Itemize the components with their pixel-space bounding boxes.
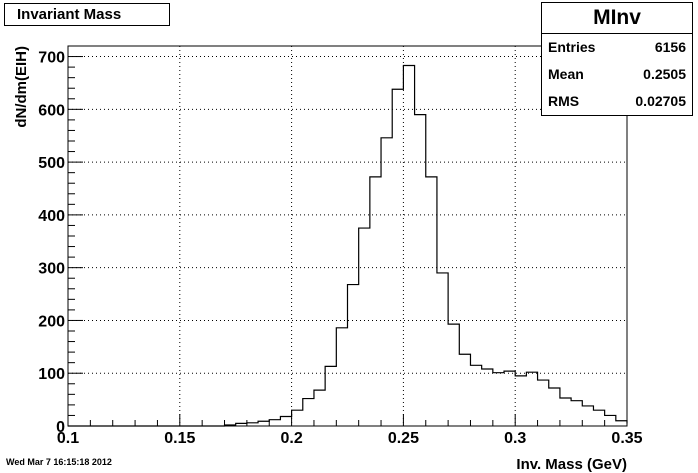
histogram-bin	[582, 406, 593, 426]
stats-row-rms: RMS 0.02705	[542, 88, 692, 115]
histogram-bin	[616, 421, 627, 426]
histogram-bin	[280, 417, 291, 427]
y-tick-label: 100	[38, 366, 65, 383]
histogram-bin	[426, 177, 437, 426]
histogram-bin	[493, 373, 504, 426]
stats-label: Entries	[548, 39, 596, 55]
stats-box: MInv Entries 6156 Mean 0.2505 RMS 0.0270…	[541, 2, 693, 116]
histogram-bin	[325, 366, 336, 426]
histogram-bin	[470, 365, 481, 426]
stats-value: 0.2505	[643, 66, 686, 82]
stats-row-mean: Mean 0.2505	[542, 61, 692, 88]
histogram-bin	[560, 398, 571, 426]
histogram-bin	[538, 380, 549, 426]
x-tick-label: 0.1	[57, 430, 79, 447]
histogram-bin	[247, 423, 258, 426]
y-axis-label: dN/dm(EIH)	[13, 46, 30, 128]
histogram-bin	[225, 425, 236, 426]
histogram-bin	[515, 376, 526, 426]
histogram-bin	[381, 138, 392, 426]
histogram-bin	[336, 328, 347, 426]
histogram-bin	[359, 228, 370, 426]
x-tick-label: 0.3	[504, 430, 526, 447]
histogram-bin	[403, 66, 414, 426]
histogram-bin	[459, 354, 470, 426]
timestamp: Wed Mar 7 16:15:18 2012	[6, 457, 112, 467]
histogram-bin	[370, 177, 381, 426]
stats-label: RMS	[548, 93, 580, 109]
histogram-bin	[392, 89, 403, 426]
histogram-bin	[549, 388, 560, 426]
histogram-bin	[504, 371, 515, 426]
x-tick-label: 0.35	[611, 430, 642, 447]
histogram-series	[68, 64, 628, 427]
histogram-bin	[448, 324, 459, 426]
y-tick-label: 400	[38, 208, 65, 225]
histogram-bin	[437, 273, 448, 426]
histogram-bin	[303, 399, 314, 426]
histogram-bin	[269, 420, 280, 426]
histogram-bin	[605, 415, 616, 426]
stats-title: MInv	[542, 3, 692, 34]
title-box: Invariant Mass	[4, 3, 170, 26]
y-tick-label: 600	[38, 102, 65, 119]
x-axis-label: Inv. Mass (GeV)	[516, 456, 627, 473]
stats-row-entries: Entries 6156	[542, 34, 692, 61]
histogram-bin	[482, 369, 493, 426]
histogram-bin	[593, 410, 604, 426]
histogram-bin	[292, 410, 303, 426]
stats-value: 0.02705	[635, 93, 686, 109]
histogram-bin	[526, 372, 537, 426]
stats-label: Mean	[548, 66, 584, 82]
histogram-bin	[348, 285, 359, 426]
y-tick-label: 300	[38, 261, 65, 278]
y-tick-label: 500	[38, 155, 65, 172]
x-tick-label: 0.25	[388, 430, 419, 447]
histogram-bin	[236, 423, 247, 426]
y-tick-label: 0	[56, 419, 65, 436]
y-tick-label: 200	[38, 313, 65, 330]
histogram-bin	[415, 115, 426, 426]
x-tick-label: 0.15	[164, 430, 195, 447]
y-tick-label: 700	[38, 50, 65, 67]
x-tick-label: 0.2	[280, 430, 302, 447]
stats-value: 6156	[654, 39, 686, 55]
histogram-bin	[571, 401, 582, 426]
title-text: Invariant Mass	[17, 6, 122, 23]
histogram-bin	[314, 390, 325, 426]
histogram-bin	[258, 421, 269, 426]
